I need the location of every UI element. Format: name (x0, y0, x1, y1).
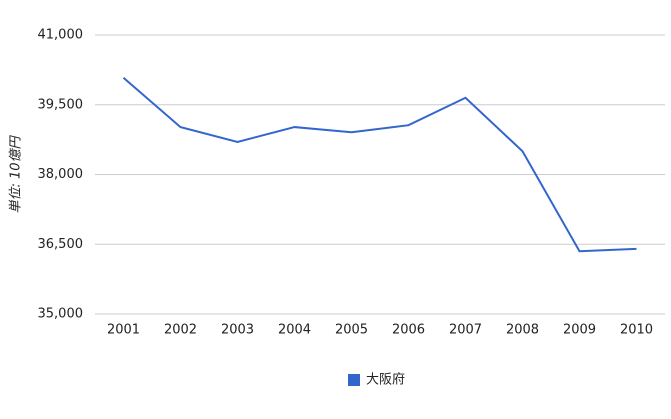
y-tick-label: 41,000 (38, 28, 84, 43)
y-tick-label: 35,000 (38, 307, 84, 322)
data-line (122, 77, 637, 253)
x-tick-label: 2006 (392, 323, 425, 338)
x-tick-label: 2010 (620, 323, 653, 338)
y-axis-label: 単位: 10億円 (8, 134, 24, 213)
x-tick-label: 2008 (506, 323, 539, 338)
legend-swatch (348, 374, 360, 386)
legend-label: 大阪府 (366, 373, 405, 388)
x-tick-label: 2002 (164, 323, 197, 338)
x-tick-label: 2004 (278, 323, 311, 338)
x-tick-label: 2005 (335, 323, 368, 338)
x-tick-label: 2009 (563, 323, 596, 338)
x-tick-label: 2007 (449, 323, 482, 338)
y-tick-label: 39,500 (38, 97, 84, 112)
y-tick-label: 36,500 (38, 237, 84, 252)
y-tick-label: 38,000 (38, 167, 84, 182)
x-tick-label: 2003 (221, 323, 254, 338)
x-tick-label: 2001 (107, 323, 140, 338)
